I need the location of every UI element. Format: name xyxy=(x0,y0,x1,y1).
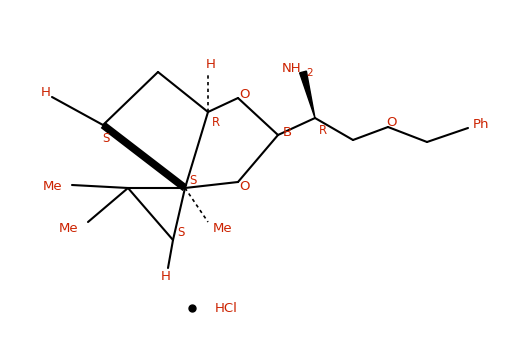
Text: H: H xyxy=(161,270,171,284)
Text: H: H xyxy=(41,85,51,98)
Text: HCl: HCl xyxy=(215,302,238,314)
Text: H: H xyxy=(206,57,216,70)
Text: Me: Me xyxy=(213,223,233,236)
Text: S: S xyxy=(102,131,109,145)
Text: Me: Me xyxy=(59,222,78,234)
Text: 2: 2 xyxy=(306,68,313,78)
Text: S: S xyxy=(177,227,185,239)
Text: O: O xyxy=(240,89,250,102)
Text: O: O xyxy=(387,116,397,129)
Text: Ph: Ph xyxy=(473,117,489,131)
Text: B: B xyxy=(282,126,292,140)
Polygon shape xyxy=(300,71,315,118)
Text: R: R xyxy=(212,116,220,129)
Text: R: R xyxy=(319,123,327,136)
Text: Me: Me xyxy=(42,180,62,192)
Text: NH: NH xyxy=(281,62,301,75)
Text: O: O xyxy=(240,181,250,194)
Text: S: S xyxy=(189,173,196,186)
